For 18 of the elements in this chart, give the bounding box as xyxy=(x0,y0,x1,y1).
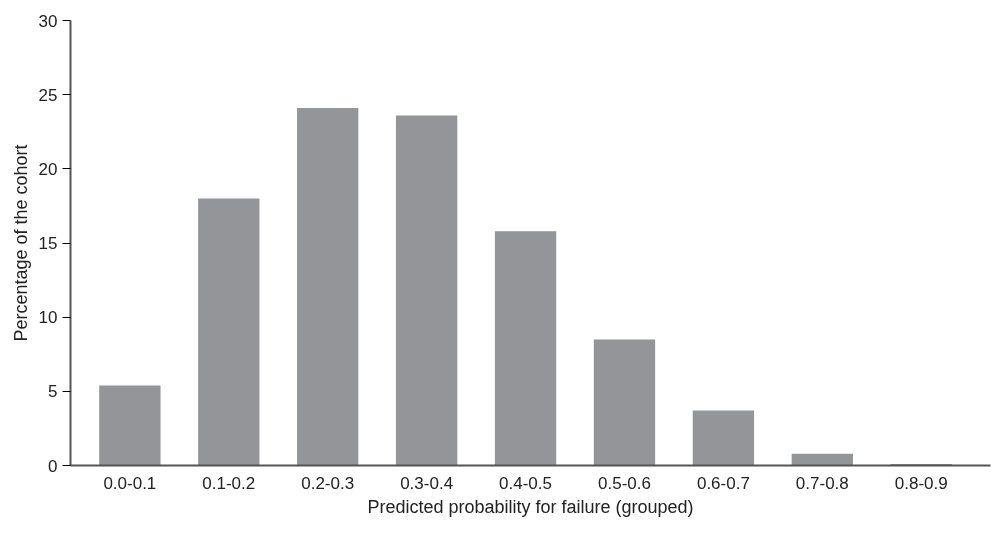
x-tick-label: 0.4-0.5 xyxy=(499,473,553,493)
y-tick-label: 0 xyxy=(48,456,58,476)
x-tick-label: 0.8-0.9 xyxy=(894,473,948,493)
x-tick-label: 0.0-0.1 xyxy=(103,473,157,493)
x-tick-label: 0.5-0.6 xyxy=(598,473,651,493)
y-tick-label: 30 xyxy=(38,11,58,31)
y-tick-label: 15 xyxy=(38,234,58,253)
y-axis-title: Percentage of the cohort xyxy=(10,144,31,342)
y-tick-label: 10 xyxy=(38,308,58,328)
x-tick-label: 0.2-0.3 xyxy=(301,473,355,493)
x-tick-label: 0.1-0.2 xyxy=(202,473,256,493)
x-tick-label: 0.3-0.4 xyxy=(400,473,454,493)
x-tick-label: 0.6-0.7 xyxy=(696,473,750,493)
x-axis-title: Predicted probability for failure (grouped) xyxy=(367,496,694,517)
x-tick-label: 0.7-0.8 xyxy=(795,473,849,493)
y-tick-label: 5 xyxy=(48,382,58,402)
y-tick-label: 25 xyxy=(38,85,58,105)
y-tick-label: 20 xyxy=(38,159,58,179)
